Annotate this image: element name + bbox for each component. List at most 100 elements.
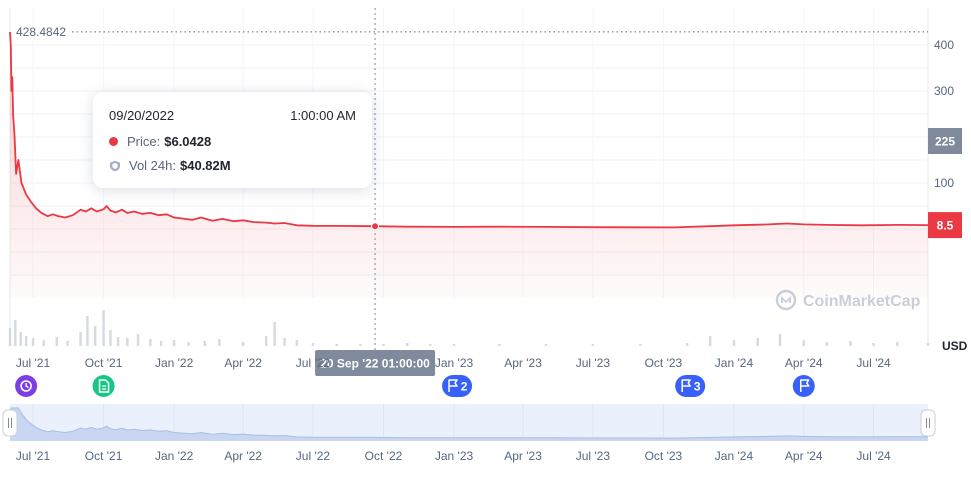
navigator-tick-label: Oct '23: [645, 449, 683, 463]
event-marker-history[interactable]: [15, 375, 38, 397]
navigator-tick-label: Apr '22: [224, 449, 262, 463]
volume-bar: [591, 344, 595, 346]
volume-bar: [359, 344, 362, 346]
price-labels: 428.4842 225 8.5: [16, 25, 962, 239]
volume-bar: [825, 342, 828, 346]
volume-bar: [241, 342, 245, 346]
grip-lines-icon: [8, 418, 12, 428]
volume-bar: [544, 344, 548, 346]
flag-icon: [448, 379, 458, 392]
volume-bar: [872, 343, 875, 346]
flag-icon: [681, 379, 691, 392]
navigator-tick-label: Apr '23: [504, 449, 542, 463]
volume-bar: [86, 316, 89, 346]
document-icon: [98, 379, 110, 393]
volume-bar: [849, 341, 852, 346]
navigator-series-area: [10, 408, 928, 441]
price-tooltip: 09/20/2022 1:00:00 AM Price: $6.0428 Vol…: [93, 92, 372, 188]
current-axis-label-bg: [928, 128, 962, 154]
volume-bar: [24, 336, 28, 346]
volume-bar: [295, 340, 299, 346]
x-tick-label: Jul '22: [296, 356, 331, 370]
crosshair-date-label-bg: [315, 350, 436, 376]
clock-history-icon-hands: [25, 383, 29, 389]
volume-shield-icon: [110, 160, 120, 171]
y-tick-label: 100: [934, 176, 954, 190]
volume-bar: [14, 320, 17, 346]
x-tick-label: Apr '24: [785, 356, 823, 370]
volume-bar: [116, 337, 120, 346]
x-tick-label: Jan '24: [715, 356, 754, 370]
volume-bar: [8, 328, 12, 346]
tooltip-price-value: $6.0428: [164, 134, 212, 149]
volume-bars: [8, 310, 930, 346]
volume-bar: [283, 338, 286, 346]
range-navigator[interactable]: [2, 404, 936, 441]
event-marker-flag[interactable]: 3: [675, 375, 706, 397]
navigator-tick-label: Jul '21: [16, 449, 51, 463]
volume-bar: [42, 340, 45, 346]
volume-bar: [126, 338, 129, 346]
volume-bar: [311, 343, 315, 346]
volume-bar: [778, 334, 782, 346]
navigator-series-line: [10, 407, 929, 439]
volume-bar: [218, 339, 221, 346]
price-dot-icon: [109, 137, 118, 146]
navigator-right-handle[interactable]: [920, 409, 936, 437]
volume-bar: [79, 332, 82, 346]
document-icon-lines: [102, 385, 107, 390]
volume-bar: [802, 340, 805, 346]
volume-bar: [159, 341, 163, 346]
clock-history-icon: [20, 380, 32, 392]
volume-bar: [732, 340, 736, 346]
volume-bar: [172, 340, 176, 346]
x-tick-label: Jul '23: [576, 356, 611, 370]
volume-bar: [708, 336, 712, 346]
last-price-label-bg: [928, 212, 962, 239]
volume-bar: [109, 330, 112, 346]
watermark-text: CoinMarketCap: [803, 293, 921, 310]
volume-bar: [429, 344, 432, 346]
volume-bar: [498, 344, 501, 346]
x-tick-label: Jan '22: [155, 356, 194, 370]
volume-bar: [273, 322, 276, 346]
crosshair-date-label: 20 Sep '22 01:00:00: [320, 357, 430, 371]
tooltip-price-label: Price:: [127, 134, 161, 149]
navigator-handle-grip[interactable]: [920, 409, 936, 437]
navigator-tick-label: Jul '23: [576, 449, 611, 463]
volume-bar: [896, 342, 899, 346]
event-marker-document[interactable]: [92, 375, 115, 397]
tooltip-volume-value: $40.82M: [180, 158, 231, 173]
volume-bar: [93, 326, 97, 346]
volume-bar: [335, 344, 338, 346]
tooltip-volume-label: Vol 24h:: [129, 158, 176, 173]
flag-icon: [800, 379, 810, 392]
coinmarketcap-watermark: CoinMarketCap: [775, 289, 921, 311]
volume-bar: [102, 310, 105, 346]
volume-bar: [452, 344, 456, 346]
event-count-label: 3: [694, 380, 701, 394]
volume-bar: [685, 343, 689, 346]
volume-bar: [31, 338, 35, 346]
crosshair-point: [371, 222, 380, 231]
volume-bar: [66, 341, 69, 346]
crosshair: 20 Sep '22 01:00:00: [315, 8, 436, 376]
current-axis-label: 225: [935, 135, 955, 149]
volume-bar: [756, 338, 759, 346]
navigator-tick-label: Jan '22: [155, 449, 194, 463]
event-marker-flag[interactable]: [792, 375, 815, 397]
event-count-label: 2: [461, 380, 468, 394]
navigator-handle-grip[interactable]: [2, 409, 18, 437]
y-axis: 100200300400USD: [934, 38, 968, 353]
y-tick-label: 400: [934, 38, 954, 52]
coinmarketcap-logo-icon: [775, 289, 797, 311]
volume-bar: [19, 332, 22, 346]
x-tick-label: Jul '21: [16, 356, 51, 370]
event-marker-flag[interactable]: 2: [442, 375, 473, 397]
navigator-left-handle[interactable]: [2, 409, 18, 437]
tooltip-volume-row: Vol 24h: $40.82M: [109, 158, 231, 173]
navigator-tick-label: Jan '23: [435, 449, 474, 463]
